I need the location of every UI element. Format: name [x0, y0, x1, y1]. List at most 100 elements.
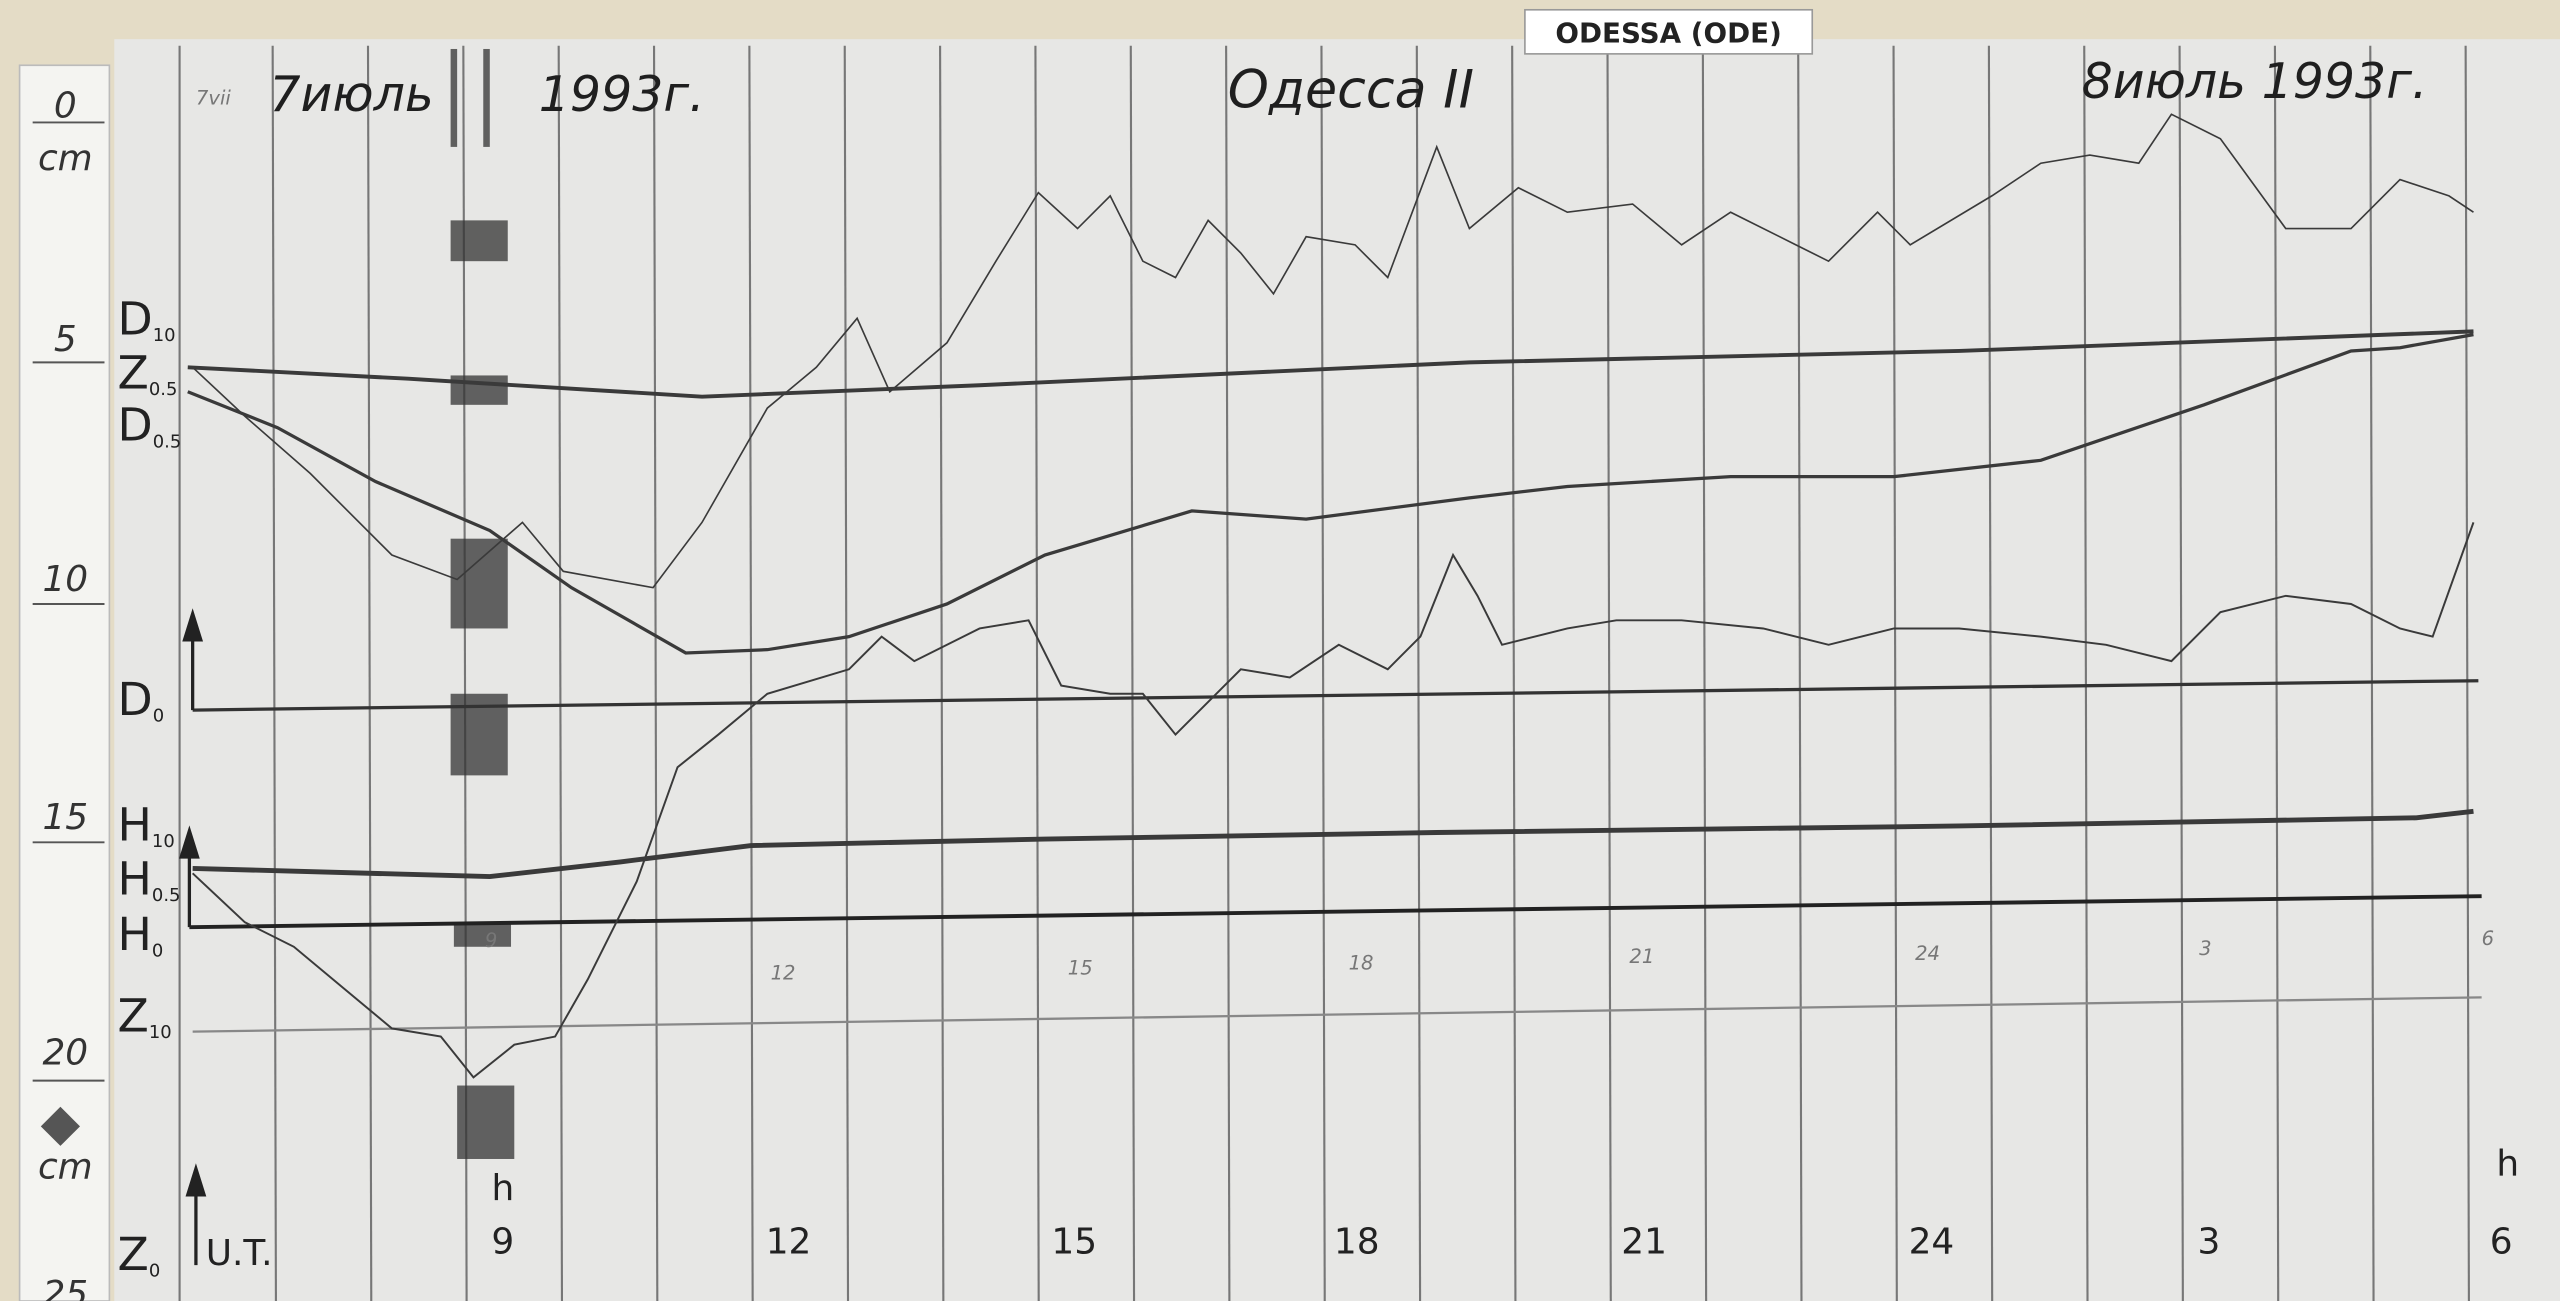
trace-letter: D [118, 293, 153, 346]
hour-label: 18 [1334, 1222, 1380, 1263]
calibration-marks [450, 48, 515, 1159]
hour-label: 21 [1621, 1222, 1667, 1263]
trace-label: H0.5 [118, 853, 181, 907]
trace-subscript: 0 [152, 941, 163, 962]
date-note: 7vii [196, 86, 231, 109]
end-date: 8июль 1993г. [2082, 53, 2428, 110]
hour-label: 6 [2490, 1222, 2513, 1263]
trace-subscript: 0 [149, 1261, 160, 1282]
ruler-ticks [32, 121, 105, 1082]
grid-line [1034, 45, 1040, 1301]
grid-line [1511, 45, 1517, 1301]
time-labels: h h U.T. 9 9 12 12 15 15 18 18 21 21 24 24 3 3 6 6 [206, 927, 2519, 1274]
station-name: Одесса II [1228, 61, 1474, 121]
trace-d05 [187, 333, 2474, 655]
grid-line [2369, 45, 2375, 1301]
trace-label: D0 [118, 673, 165, 727]
time-unit: h [491, 1168, 514, 1209]
grid-line [1892, 45, 1898, 1301]
grid-line [2083, 45, 2089, 1301]
trace-label: Z0 [118, 1228, 161, 1282]
paper [114, 39, 2560, 1301]
grid-line [1129, 45, 1136, 1301]
trace-subscript: 10 [152, 831, 175, 852]
hour-mark: 9 [485, 929, 497, 952]
time-unit: h [2496, 1143, 2519, 1184]
hour-mark: 21 [1629, 945, 1654, 968]
ruler-icon [40, 1106, 80, 1146]
ruler-label: 20 [42, 1032, 88, 1073]
hour-mark: 24 [1915, 942, 1940, 965]
time-unit-label: U.T. [206, 1233, 273, 1274]
grid-line [271, 45, 277, 1301]
grid-line [557, 45, 564, 1301]
ruler-label: 15 [42, 797, 88, 838]
hour-mark: 12 [771, 961, 796, 984]
ruler-labels: 0 cm 5 10 15 20 cm 25 [38, 86, 93, 1301]
grid-line [1606, 45, 1612, 1301]
hour-label: 9 [491, 1222, 514, 1263]
trace-subscript: 0 [153, 706, 164, 727]
trace-letter: Z [118, 347, 149, 400]
trace-label: D0.5 [118, 399, 182, 453]
grid-line [1987, 45, 1994, 1301]
start-year: 1993г. [539, 66, 705, 123]
trace-label: H10 [118, 799, 175, 853]
grid-line [1415, 45, 1422, 1301]
ruler-unit: cm [38, 138, 93, 179]
grid-line [1320, 45, 1326, 1301]
trace-h10 [192, 808, 2474, 880]
ruler-label: 0 [54, 86, 77, 127]
grid-line [652, 45, 659, 1301]
station-label-box [1524, 8, 1814, 55]
trace-letter: Z [118, 990, 149, 1043]
trace-letter: D [118, 673, 153, 726]
trace-subscript: 0.5 [153, 431, 182, 452]
trace-subscript: 10 [149, 1022, 172, 1043]
trace-subscript: 0.5 [149, 379, 178, 400]
hour-mark: 6 [2482, 927, 2494, 950]
trace-letter: H [118, 799, 152, 852]
trace-subscript: 0.5 [152, 885, 181, 906]
trace-label: D10 [118, 293, 176, 347]
trace-label: H0 [118, 908, 164, 962]
trace-subscript: 10 [153, 325, 176, 346]
trace-label: Z0.5 [118, 347, 178, 401]
hour-label: 15 [1051, 1222, 1097, 1263]
ruler-label: 10 [42, 559, 88, 600]
hour-label: 3 [2198, 1222, 2221, 1263]
trace-letter: Z [118, 1228, 149, 1281]
traces [187, 113, 2475, 1079]
hour-mark: 3 [2199, 937, 2211, 960]
grid-line [1701, 45, 1708, 1301]
grid-line [1225, 45, 1231, 1301]
trace-label: Z10 [118, 990, 172, 1044]
grid [178, 45, 2470, 1301]
start-date: 7июль [269, 66, 433, 123]
trace-d10 [187, 329, 2474, 399]
ruler-label: 25 [42, 1274, 88, 1301]
ruler-label: 5 [54, 319, 77, 360]
grid-line [2273, 45, 2280, 1301]
trace-z-lower [191, 522, 2475, 1079]
axis-arrows [179, 608, 207, 1266]
hour-label: 24 [1909, 1222, 1955, 1263]
grid-line [843, 45, 850, 1301]
trace-z05 [192, 113, 2474, 589]
station-label: ODESSA (ODE) [1555, 16, 1781, 49]
ruler-strip [18, 64, 111, 1301]
ruler-unit: cm [38, 1147, 93, 1188]
grid-line [748, 45, 754, 1301]
grid-line [366, 45, 373, 1301]
trace-letter: H [118, 853, 152, 906]
grid-line [1797, 45, 1803, 1301]
grid-line [2464, 45, 2470, 1301]
trace-letter: H [118, 908, 152, 961]
hour-label: 12 [766, 1222, 812, 1263]
grid-line [939, 45, 945, 1301]
hour-mark: 15 [1068, 957, 1093, 980]
hour-mark: 18 [1349, 952, 1374, 975]
trace-letter: D [118, 399, 153, 452]
